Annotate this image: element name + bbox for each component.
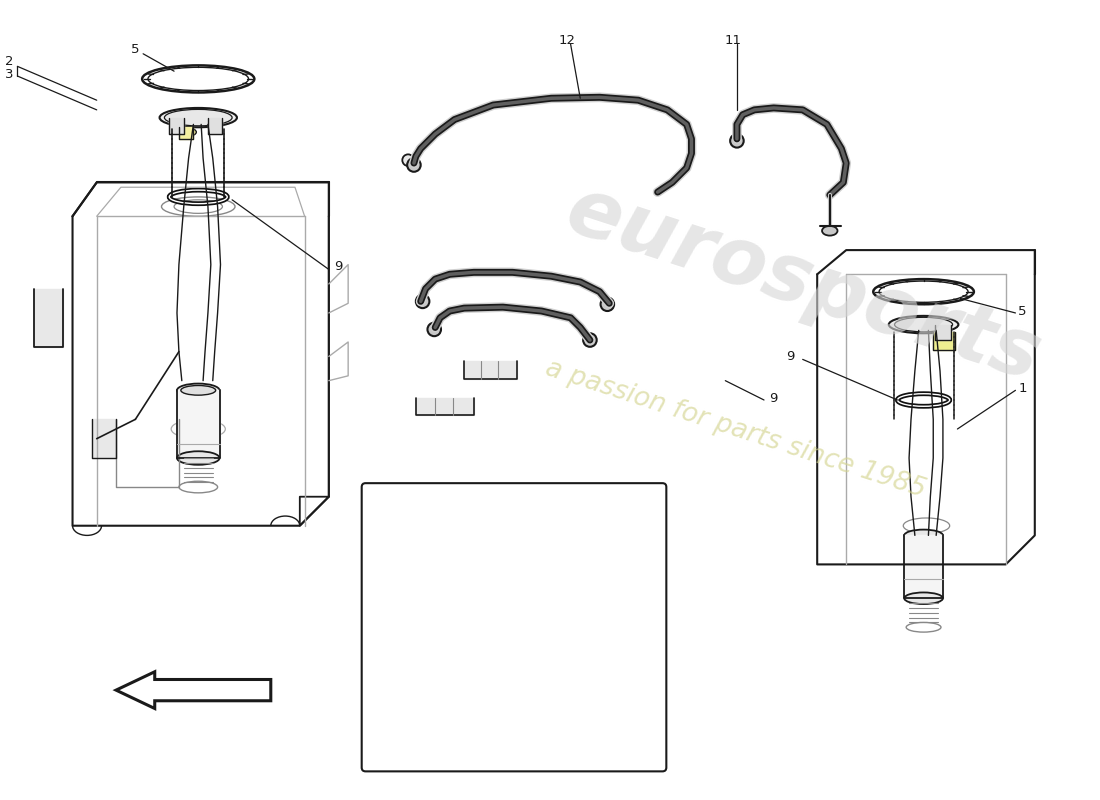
FancyArrow shape — [117, 672, 271, 709]
Ellipse shape — [177, 451, 220, 465]
Ellipse shape — [548, 516, 594, 528]
Text: eurosports: eurosports — [556, 170, 1049, 398]
Ellipse shape — [894, 318, 953, 332]
Ellipse shape — [428, 322, 441, 336]
Text: 9: 9 — [769, 391, 778, 405]
Polygon shape — [464, 362, 517, 378]
Polygon shape — [416, 398, 474, 415]
Ellipse shape — [889, 316, 958, 334]
Polygon shape — [208, 118, 222, 134]
Text: 4: 4 — [485, 522, 494, 535]
Text: Vale fino all’Ass.Nr. 67394: Vale fino all’Ass.Nr. 67394 — [403, 736, 627, 751]
Ellipse shape — [405, 498, 475, 515]
Text: Valid till Ass.Nr. 67394: Valid till Ass.Nr. 67394 — [418, 750, 612, 766]
Ellipse shape — [407, 158, 420, 172]
Text: 12: 12 — [558, 34, 575, 46]
Polygon shape — [177, 390, 220, 458]
Polygon shape — [34, 289, 63, 347]
Polygon shape — [426, 516, 450, 530]
Ellipse shape — [904, 530, 943, 541]
Ellipse shape — [414, 524, 424, 531]
Text: 7: 7 — [481, 493, 488, 506]
Ellipse shape — [557, 710, 584, 718]
Ellipse shape — [417, 516, 463, 528]
Polygon shape — [557, 670, 584, 714]
Ellipse shape — [160, 108, 236, 127]
Polygon shape — [933, 332, 955, 350]
Ellipse shape — [416, 294, 429, 308]
Polygon shape — [904, 535, 943, 598]
Text: 11: 11 — [725, 34, 741, 46]
Text: 10: 10 — [495, 570, 512, 583]
Ellipse shape — [536, 498, 605, 515]
Text: 6: 6 — [485, 554, 494, 567]
Ellipse shape — [543, 515, 597, 529]
Text: 9: 9 — [333, 260, 342, 273]
Text: 9: 9 — [786, 350, 795, 363]
Ellipse shape — [557, 667, 584, 674]
Ellipse shape — [180, 386, 216, 395]
Text: 8: 8 — [484, 508, 492, 521]
Ellipse shape — [180, 128, 196, 136]
Ellipse shape — [427, 667, 453, 674]
Text: 5: 5 — [131, 43, 140, 57]
Text: a passion for parts since 1985: a passion for parts since 1985 — [541, 355, 928, 503]
Text: 5: 5 — [1019, 305, 1027, 318]
Text: 2: 2 — [4, 55, 13, 68]
Ellipse shape — [934, 337, 948, 347]
Text: 3: 3 — [4, 67, 13, 81]
Ellipse shape — [583, 334, 596, 347]
Ellipse shape — [177, 383, 220, 397]
Ellipse shape — [822, 226, 837, 235]
Ellipse shape — [730, 134, 744, 147]
FancyBboxPatch shape — [362, 483, 667, 771]
Polygon shape — [427, 670, 453, 714]
Polygon shape — [179, 127, 194, 139]
Ellipse shape — [427, 710, 453, 718]
Polygon shape — [169, 118, 184, 134]
Ellipse shape — [164, 110, 232, 126]
Polygon shape — [935, 325, 950, 340]
Ellipse shape — [403, 154, 414, 166]
Ellipse shape — [412, 515, 468, 529]
Polygon shape — [92, 419, 117, 458]
Ellipse shape — [601, 298, 614, 311]
Text: 10: 10 — [495, 537, 512, 550]
Ellipse shape — [904, 593, 943, 604]
Text: 1: 1 — [1019, 382, 1027, 395]
